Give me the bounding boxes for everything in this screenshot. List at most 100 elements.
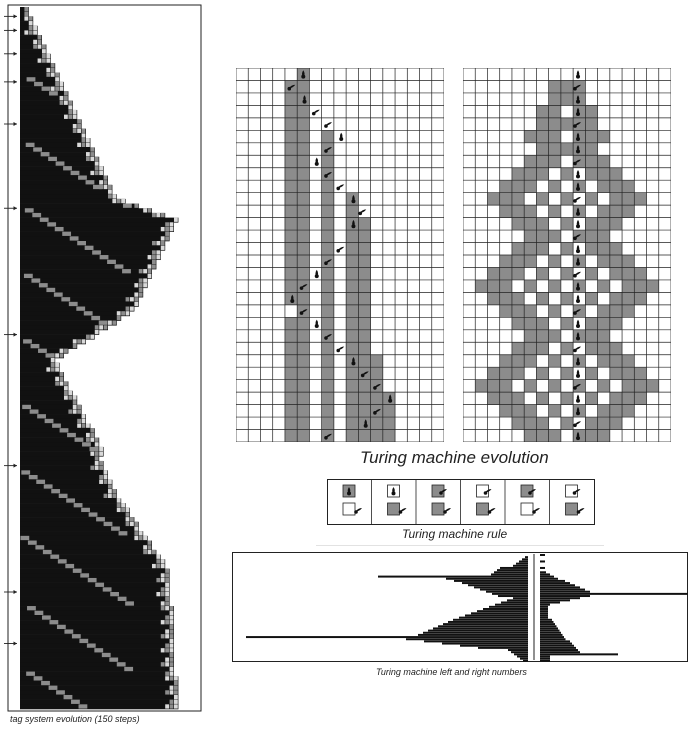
rule-case	[520, 484, 540, 516]
rule-case	[342, 484, 362, 516]
tm-head-icon	[576, 294, 581, 304]
tm-head-icon	[573, 383, 582, 390]
rule-divider	[316, 545, 604, 546]
tm-evolution-caption: Turing machine evolution	[360, 448, 549, 467]
tm-head-icon	[290, 294, 295, 304]
tm-head-icon	[314, 269, 319, 279]
rule-case	[387, 484, 407, 516]
tm-evolution-grid-left	[236, 68, 444, 442]
tm-head-icon	[388, 394, 393, 403]
tag-arrow-icon	[4, 206, 17, 211]
tm-numbers-caption: Turing machine left and right numbers	[376, 667, 527, 677]
tag-system-cells	[20, 7, 179, 710]
tm-head-icon	[373, 408, 381, 415]
tag-arrow-icon	[4, 28, 17, 33]
tm-head-icon	[336, 246, 345, 253]
grid-cells	[284, 68, 396, 442]
tm-head-icon	[391, 487, 396, 496]
tm-head-icon	[314, 157, 319, 166]
tm-head-icon	[576, 319, 581, 328]
tm-head-icon	[573, 234, 582, 241]
tm-head-icon	[576, 508, 585, 514]
tag-arrow-icon	[4, 79, 17, 84]
tm-head-icon	[299, 284, 308, 290]
tm-head-icon	[351, 194, 356, 204]
tag-arrow-icon	[4, 332, 17, 337]
tm-rule-panel	[327, 479, 595, 525]
tag-system-caption: tag system evolution (150 steps)	[10, 714, 140, 724]
tm-head-icon	[573, 196, 582, 203]
tm-head-icon	[314, 319, 319, 328]
tm-evolution-grid-right	[463, 68, 671, 442]
tm-head-icon	[576, 107, 581, 117]
tm-head-icon	[354, 508, 362, 514]
tm-numbers-panel	[232, 552, 688, 662]
tm-head-icon	[324, 259, 332, 266]
tm-head-icon	[487, 508, 496, 514]
rule-case	[476, 484, 496, 516]
tm-rule-caption: Turing machine rule	[402, 527, 508, 541]
grid-lines	[236, 68, 444, 442]
tm-head-icon	[287, 84, 296, 91]
tm-head-icon	[576, 70, 581, 79]
tm-head-icon	[301, 70, 306, 79]
tm-head-icon	[351, 219, 356, 229]
tm-head-icon	[373, 383, 381, 390]
tm-head-icon	[483, 489, 492, 495]
tm-head-icon	[576, 431, 581, 441]
tm-head-icon	[443, 508, 451, 514]
grid-lines	[463, 68, 671, 442]
tag-system-frame	[7, 4, 202, 712]
tm-head-icon	[576, 169, 581, 179]
tm-heads-left	[287, 70, 393, 440]
tm-head-icon	[363, 419, 368, 428]
tm-head-icon	[336, 346, 345, 353]
tm-head-icon	[576, 182, 581, 191]
tag-system-panel	[4, 4, 202, 712]
tm-head-icon	[576, 207, 581, 216]
tm-head-icon	[324, 147, 332, 153]
tm-head-icon	[324, 334, 332, 340]
tm-head-icon	[573, 122, 582, 128]
tm-head-icon	[576, 394, 581, 403]
tm-head-icon	[576, 145, 581, 154]
tm-head-icon	[573, 346, 582, 353]
tm-head-icon	[576, 369, 581, 378]
tm-head-icon	[576, 332, 581, 341]
tm-head-icon	[573, 421, 582, 428]
tag-arrow-icon	[4, 463, 17, 468]
tm-head-icon	[339, 132, 344, 141]
tm-head-icon	[532, 508, 540, 514]
tm-head-icon	[573, 309, 582, 315]
tm-head-icon	[347, 487, 351, 496]
tm-heads-right	[573, 70, 582, 441]
tm-head-icon	[324, 122, 332, 128]
tm-head-icon	[576, 406, 581, 416]
tag-arrow-icon	[4, 590, 17, 594]
tm-head-icon	[351, 356, 356, 366]
tm-head-icon	[299, 309, 308, 315]
tm-head-icon	[573, 84, 582, 91]
tm-head-icon	[302, 95, 307, 104]
tm-head-icon	[576, 282, 581, 291]
tm-head-icon	[576, 356, 581, 366]
tag-arrow-icon	[4, 51, 17, 56]
tm-head-icon	[576, 219, 581, 229]
tm-head-icon	[336, 184, 345, 191]
tm-head-icon	[439, 489, 447, 495]
tm-head-icon	[358, 209, 367, 216]
tm-head-icon	[360, 371, 369, 378]
tm-head-icon	[573, 271, 582, 278]
rule-case	[431, 484, 451, 516]
tm-head-icon	[576, 257, 581, 266]
tag-arrow-icon	[4, 122, 17, 126]
tm-head-icon	[572, 489, 581, 495]
tm-head-icon	[573, 159, 582, 166]
tag-arrow-icon	[4, 14, 17, 19]
numbers-bars	[246, 554, 688, 662]
tm-head-icon	[324, 171, 332, 178]
tm-head-icon	[324, 433, 332, 440]
rule-case	[565, 484, 585, 516]
tm-head-icon	[311, 109, 320, 116]
grid-cells	[475, 80, 659, 442]
